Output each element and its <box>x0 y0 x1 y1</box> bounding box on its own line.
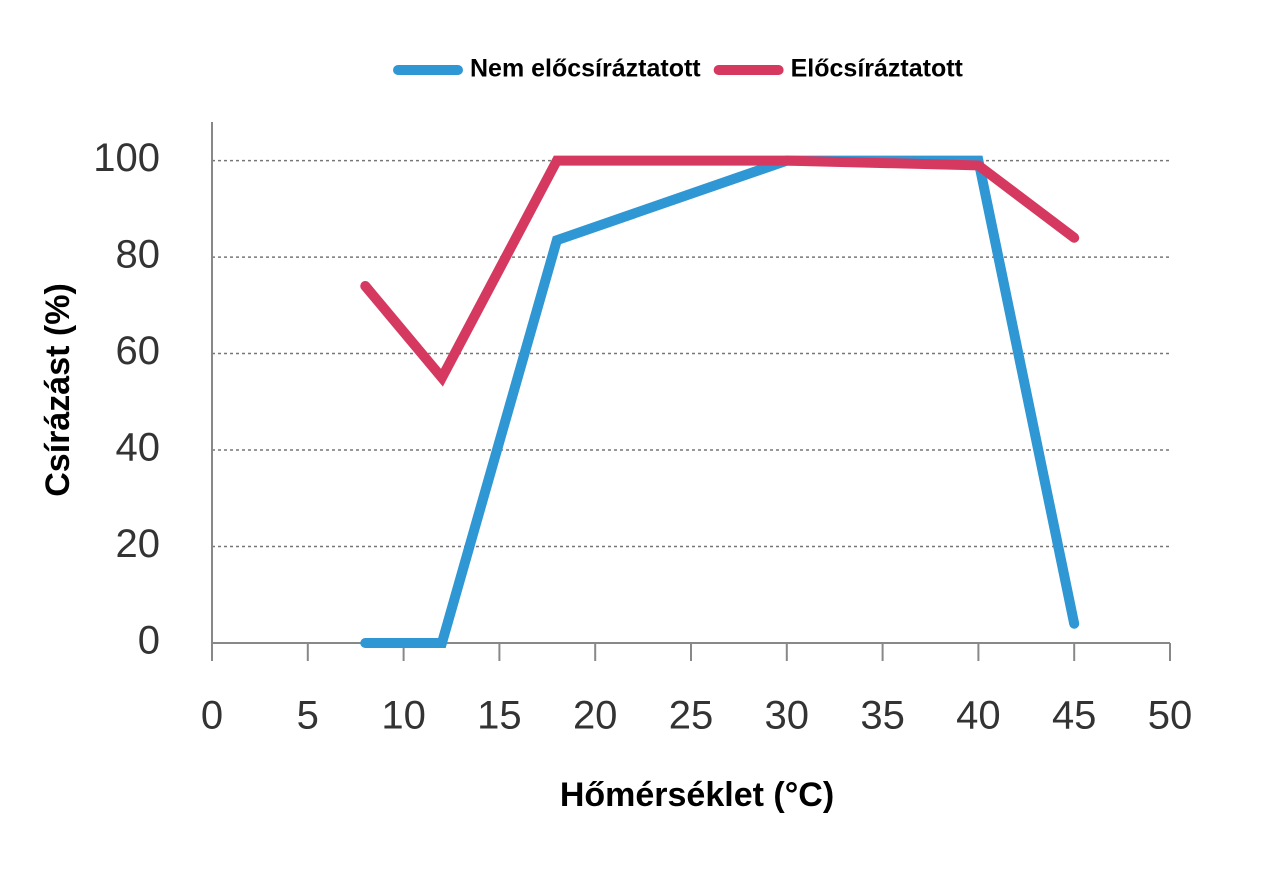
x-tick-label: 20 <box>573 694 618 738</box>
legend-label: Előcsíráztatott <box>791 55 964 83</box>
x-axis-title: Hőmérséklet (°C) <box>560 776 834 814</box>
y-tick-label: 20 <box>116 522 161 566</box>
y-tick-label: 60 <box>116 329 161 373</box>
x-tick-label: 5 <box>297 694 319 738</box>
y-tick-label: 40 <box>116 426 161 470</box>
x-tick-label: 40 <box>956 694 1001 738</box>
y-tick-label: 100 <box>93 136 160 180</box>
x-tick-label: 0 <box>201 694 223 738</box>
x-tick-label: 35 <box>860 694 905 738</box>
legend: Nem előcsíráztatott Előcsíráztatott <box>393 55 964 83</box>
x-tick-label: 45 <box>1052 694 1097 738</box>
x-tick-label: 10 <box>381 694 426 738</box>
y-tick-label: 80 <box>116 233 161 277</box>
x-tick-label: 50 <box>1148 694 1193 738</box>
y-tick-label: 0 <box>138 619 160 663</box>
x-tick-label: 15 <box>477 694 522 738</box>
legend-label: Nem előcsíráztatott <box>470 55 701 83</box>
x-tick-label: 30 <box>765 694 810 738</box>
series-line <box>360 155 1080 648</box>
series-line <box>360 155 1080 387</box>
y-axis-title: Csírázást (%) <box>39 283 77 497</box>
x-tick-label: 25 <box>669 694 714 738</box>
